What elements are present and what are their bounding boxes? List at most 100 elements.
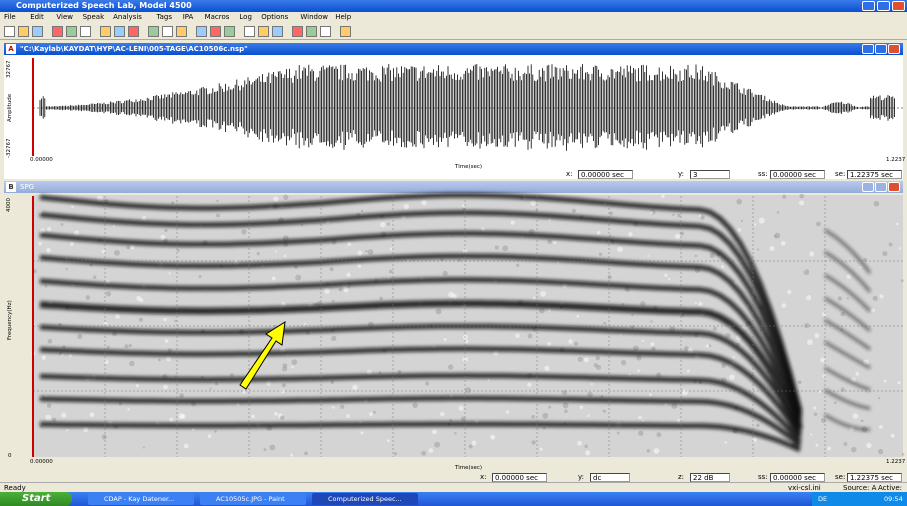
noise	[819, 390, 822, 393]
noise	[278, 217, 284, 223]
menu-item[interactable]: Speak	[83, 12, 105, 22]
noise	[220, 265, 223, 268]
noise	[820, 357, 825, 362]
noise	[734, 406, 738, 410]
window-button[interactable]	[875, 182, 887, 192]
noise	[560, 306, 563, 309]
tool-button[interactable]	[4, 26, 15, 37]
tool-button[interactable]	[80, 26, 91, 37]
menu-item[interactable]: Macros	[205, 12, 230, 22]
tool-button[interactable]	[224, 26, 235, 37]
noise	[475, 420, 479, 424]
noise	[242, 391, 245, 394]
noise	[560, 347, 565, 352]
x-end: 1.2237	[886, 459, 905, 465]
noise	[275, 250, 277, 252]
tool-button[interactable]	[32, 26, 43, 37]
noise	[103, 322, 107, 326]
noise	[650, 320, 652, 322]
noise	[214, 430, 217, 433]
tool-button[interactable]	[128, 26, 139, 37]
noise	[163, 238, 168, 243]
menu-item[interactable]: View	[56, 12, 73, 22]
noise	[744, 432, 746, 434]
noise	[684, 346, 689, 351]
menu-item[interactable]: Edit	[30, 12, 44, 22]
spectrogram-bg	[33, 195, 903, 457]
window-button[interactable]	[888, 44, 900, 54]
tool-button[interactable]	[196, 26, 207, 37]
noise	[553, 241, 556, 244]
noise	[841, 328, 843, 330]
noise	[596, 239, 598, 241]
noise	[664, 274, 667, 277]
window-button[interactable]	[875, 44, 887, 54]
noise	[760, 329, 763, 332]
noise	[656, 373, 661, 378]
noise	[547, 342, 551, 346]
tool-button[interactable]	[176, 26, 187, 37]
task-button[interactable]: AC10505c.JPG - Paint	[200, 493, 306, 505]
app-button[interactable]	[862, 1, 875, 11]
noise	[387, 223, 390, 226]
menu-item[interactable]: IPA	[183, 12, 194, 22]
tool-button[interactable]	[52, 26, 63, 37]
tool-button[interactable]	[272, 26, 283, 37]
menu-item[interactable]: Window	[300, 12, 328, 22]
noise	[113, 225, 115, 227]
menu-item[interactable]: Tags	[157, 12, 173, 22]
noise	[846, 275, 851, 280]
app-button[interactable]	[892, 1, 905, 11]
noise	[580, 215, 584, 219]
noise	[548, 406, 551, 409]
noise	[65, 257, 69, 261]
noise	[279, 307, 283, 311]
noise	[884, 380, 887, 383]
status-value: 1.22375 sec	[847, 473, 902, 482]
window-button[interactable]	[862, 44, 874, 54]
app-button[interactable]	[877, 1, 890, 11]
menu-item[interactable]: Help	[335, 12, 351, 22]
tool-button[interactable]	[210, 26, 221, 37]
tool-button[interactable]	[258, 26, 269, 37]
noise	[759, 305, 765, 311]
menu-item[interactable]: Options	[261, 12, 288, 22]
noise	[387, 439, 390, 442]
menu-item[interactable]: File	[4, 12, 16, 22]
noise	[578, 357, 583, 362]
tool-button[interactable]	[100, 26, 111, 37]
tool-button[interactable]	[18, 26, 29, 37]
window-button[interactable]	[862, 182, 874, 192]
noise	[688, 348, 694, 354]
noise	[130, 245, 134, 249]
start-button[interactable]: Start	[0, 492, 72, 506]
tool-button[interactable]	[114, 26, 125, 37]
harmonic-band	[40, 280, 800, 426]
tool-button[interactable]	[320, 26, 331, 37]
tool-button[interactable]	[244, 26, 255, 37]
menu-item[interactable]: Log	[239, 12, 252, 22]
menu-item[interactable]: Analysis	[113, 12, 142, 22]
noise	[669, 326, 675, 332]
tool-button[interactable]	[306, 26, 317, 37]
status-label: ss:	[758, 473, 768, 481]
noise	[668, 278, 670, 280]
noise	[432, 429, 437, 434]
task-button[interactable]: CDAP - Kay Datener...	[88, 493, 194, 505]
noise	[642, 419, 644, 421]
status-value: 0.00000 sec	[578, 170, 633, 179]
tool-button[interactable]	[340, 26, 351, 37]
tool-button[interactable]	[148, 26, 159, 37]
noise	[107, 346, 110, 349]
task-button[interactable]: Computerized Speec...	[312, 493, 418, 505]
noise	[529, 229, 535, 235]
noise	[472, 441, 477, 446]
noise	[280, 204, 284, 208]
tool-button[interactable]	[162, 26, 173, 37]
tool-button[interactable]	[66, 26, 77, 37]
noise	[273, 325, 277, 329]
tool-button[interactable]	[292, 26, 303, 37]
noise	[158, 359, 161, 362]
window-button[interactable]	[888, 182, 900, 192]
noise	[421, 200, 427, 206]
